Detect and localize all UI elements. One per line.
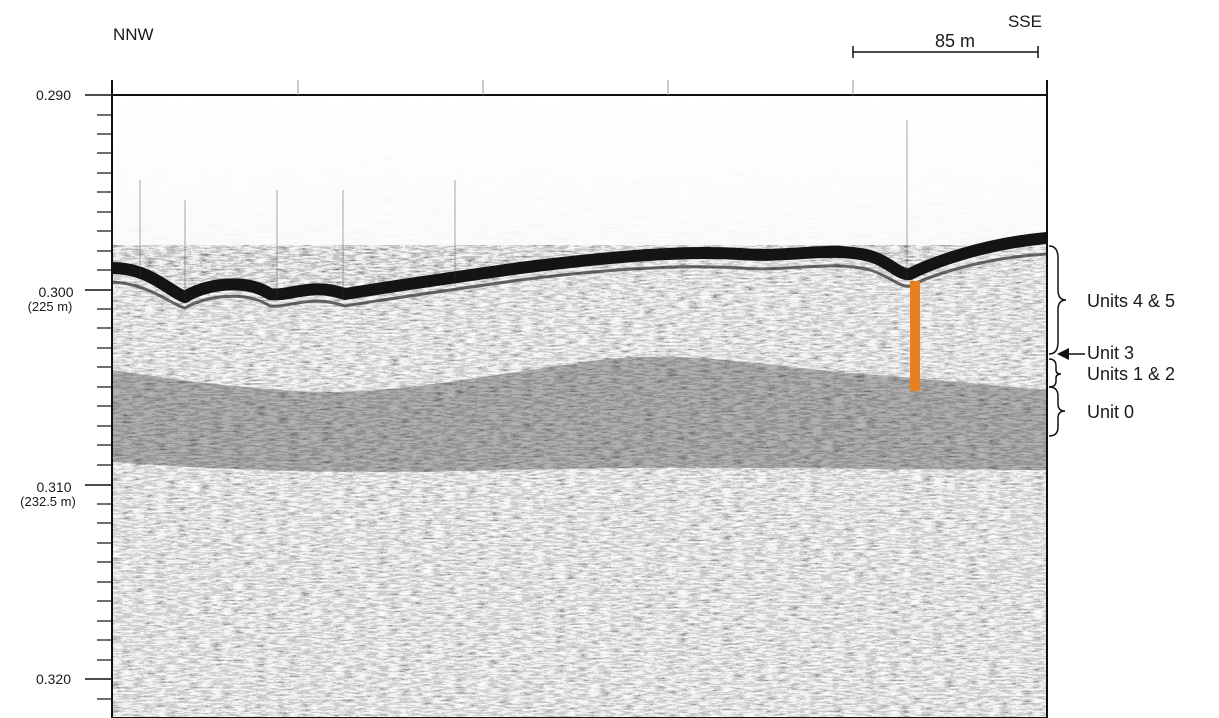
y-tick-depth-label: (225 m) xyxy=(28,299,73,314)
unit-label-1-2: Units 1 & 2 xyxy=(1087,364,1175,384)
y-tick-label: 0.290 xyxy=(36,87,71,103)
brace-units-1-2 xyxy=(1048,358,1062,388)
top-ticks xyxy=(297,80,854,95)
direction-label-left: NNW xyxy=(113,25,154,44)
radargram xyxy=(112,95,1047,718)
water-column-banding xyxy=(112,95,1047,275)
y-tick-label: 0.320 xyxy=(36,671,71,687)
y-tick-depth-label: (232.5 m) xyxy=(20,494,76,509)
left-major-ticks xyxy=(85,94,112,680)
seabed-reflector xyxy=(112,232,1047,303)
y-tick-label: 0.310 xyxy=(36,479,71,495)
scale-bar xyxy=(852,46,1039,58)
y-tick-label: 0.300 xyxy=(38,284,73,300)
core-marker xyxy=(910,281,920,391)
left-minor-ticks xyxy=(97,114,112,700)
subsurface-texture xyxy=(112,245,1047,718)
unit-braces xyxy=(1048,245,1067,437)
unit-3-arrow xyxy=(1057,348,1085,360)
brace-unit-0 xyxy=(1048,386,1066,437)
diffraction-streaks xyxy=(139,120,908,300)
unit-0-dark-band xyxy=(112,356,1047,473)
unit-label-0: Unit 0 xyxy=(1087,402,1134,422)
direction-label-right: SSE xyxy=(1008,12,1042,31)
unit-label-4-5: Units 4 & 5 xyxy=(1087,291,1175,311)
brace-units-4-5 xyxy=(1048,245,1067,355)
unit-label-3: Unit 3 xyxy=(1087,343,1134,363)
scale-bar-label: 85 m xyxy=(935,31,975,51)
